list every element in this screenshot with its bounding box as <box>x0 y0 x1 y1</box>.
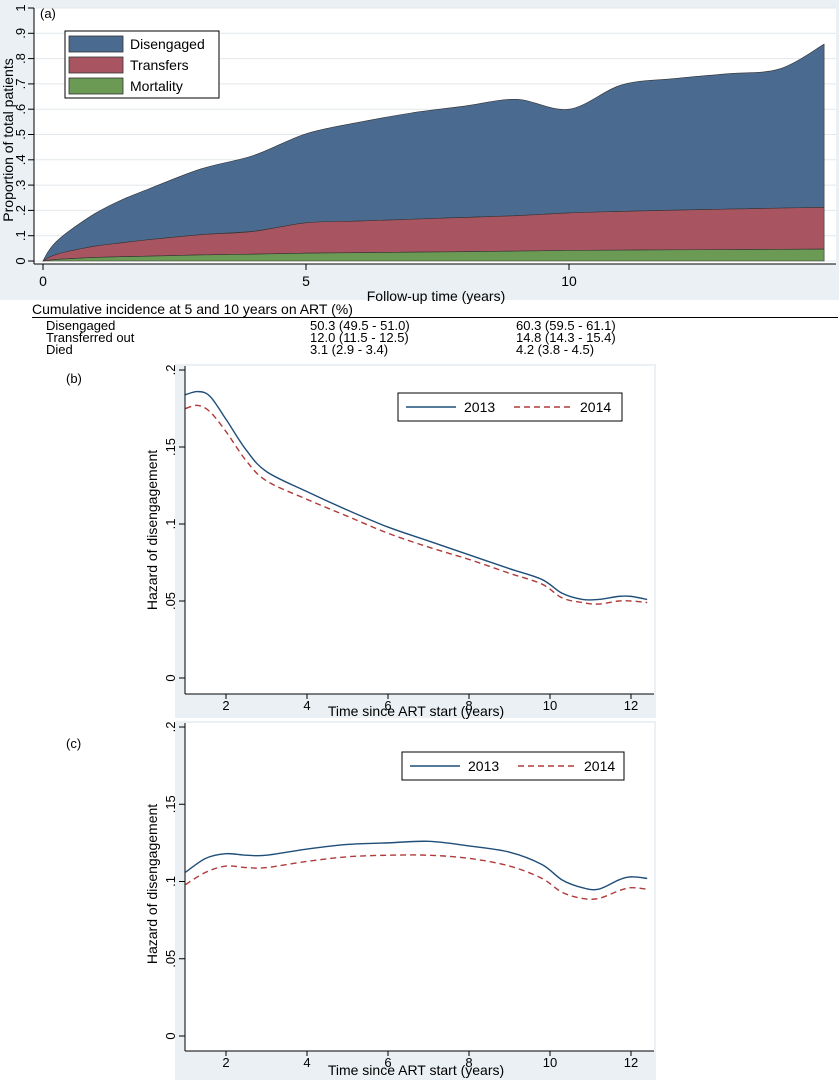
y-tick-label: 1 <box>13 4 28 11</box>
row-label: Disengaged <box>46 318 116 333</box>
y-tick-label: .4 <box>13 154 28 165</box>
panel-b-x-axis-label: Time since ART start (years) <box>328 703 504 719</box>
x-tick-label: 8 <box>465 698 472 713</box>
legend-label: 2014 <box>580 399 611 415</box>
panel-b-lines <box>185 390 648 605</box>
x-tick-label: 2 <box>222 698 229 713</box>
panel-c-y-axis-label: Hazard of disengagement <box>144 804 160 964</box>
x-tick-label: 5 <box>302 273 310 289</box>
legend-label: Disengaged <box>130 36 205 52</box>
panel-a-areas <box>42 43 825 262</box>
legend-label: Mortality <box>130 78 183 94</box>
x-tick-label: 6 <box>384 1055 391 1070</box>
table-row: Disengaged 50.3 (49.5 - 51.0) 60.3 (59.5… <box>0 318 839 334</box>
panel-c-x-axis-label: Time since ART start (years) <box>328 1062 504 1078</box>
y-tick-label: .9 <box>13 28 28 39</box>
x-tick-label: 4 <box>303 698 310 713</box>
area-transfers <box>42 207 825 262</box>
x-tick-label: 2 <box>222 1055 229 1070</box>
panel-a-legend: Disengaged Transfers Mortality <box>64 30 220 99</box>
x-tick-label: 8 <box>465 1055 472 1070</box>
incidence-table-title: Cumulative incidence at 5 and 10 years o… <box>32 301 353 317</box>
panel-a-x-axis-label: Follow-up time (years) <box>367 288 505 304</box>
row-10y-value: 14.8 (14.3 - 15.4) <box>516 330 616 345</box>
panel-c-x-ticks: 2 4 6 8 10 12 <box>185 1050 654 1070</box>
y-tick-label: .1 <box>13 230 28 241</box>
panel-a-y-axis-label: Proportion of total patients <box>0 58 16 221</box>
y-tick-label: .2 <box>163 722 178 733</box>
legend-label: Transfers <box>130 57 189 73</box>
table-row: Transferred out 12.0 (11.5 - 12.5) 14.8 … <box>0 330 839 346</box>
line-2013 <box>185 390 648 601</box>
x-tick-label: 10 <box>543 1055 557 1070</box>
panel-b-y-ticks: 0 .05 .1 .15 .2 <box>163 365 186 694</box>
area-disengaged <box>42 43 825 262</box>
y-tick-label: .5 <box>13 129 28 140</box>
y-tick-label: .7 <box>13 78 28 89</box>
x-tick-label: 10 <box>543 698 557 713</box>
legend-swatch <box>68 35 124 53</box>
panel-b-legend: 2013 2014 <box>397 392 623 422</box>
panel-a-y-ticks: 0 .1 .2 .3 .4 .5 .6 .7 .8 .9 1 <box>13 4 35 265</box>
incidence-table: Cumulative incidence at 5 and 10 years o… <box>0 300 839 360</box>
y-tick-label: .1 <box>163 876 178 887</box>
row-10y-value: 60.3 (59.5 - 61.1) <box>516 318 616 333</box>
y-tick-label: .3 <box>13 180 28 191</box>
x-tick-label: 4 <box>303 1055 310 1070</box>
incidence-table-rule <box>32 317 838 318</box>
y-tick-label: .6 <box>13 104 28 115</box>
row-5y-value: 50.3 (49.5 - 51.0) <box>310 318 410 333</box>
panel-c-lines <box>185 840 648 901</box>
panel-b: 0 .05 .1 .15 .2 2 4 6 8 10 12 (b) Hazard of disen… <box>0 360 839 720</box>
y-tick-label: .2 <box>13 205 28 216</box>
panel-c-legend: 2013 2014 <box>401 751 625 781</box>
legend-label: 2014 <box>584 758 615 774</box>
legend-swatch <box>68 56 124 74</box>
row-5y-value: 12.0 (11.5 - 12.5) <box>310 330 409 345</box>
row-label: Died <box>46 342 73 357</box>
y-tick-label: .15 <box>163 795 178 813</box>
y-tick-label: .1 <box>163 519 178 530</box>
y-tick-label: 0 <box>13 257 28 264</box>
table-row: Died 3.1 (2.9 - 3.4) 4.2 (3.8 - 4.5) <box>0 342 839 358</box>
line-2014 <box>185 854 648 901</box>
x-tick-label: 10 <box>561 273 577 289</box>
x-tick-label: 12 <box>624 698 638 713</box>
panel-a-x-ticks: 0 5 10 <box>34 263 836 289</box>
line-2013 <box>185 840 648 891</box>
y-tick-label: .2 <box>163 365 178 376</box>
row-10y-value: 4.2 (3.8 - 4.5) <box>516 342 595 357</box>
x-tick-label: 12 <box>624 1055 638 1070</box>
panel-c-y-ticks: 0 .05 .1 .15 .2 <box>163 722 186 1051</box>
line-2014 <box>185 404 648 605</box>
y-tick-label: 0 <box>163 1032 178 1039</box>
panel-b-x-ticks: 2 4 6 8 10 12 <box>185 693 654 713</box>
area-mortality <box>42 248 825 262</box>
y-tick-label: .15 <box>163 438 178 456</box>
x-tick-label: 6 <box>384 698 391 713</box>
legend-label: 2013 <box>464 399 495 415</box>
legend-swatch <box>68 77 124 95</box>
legend-label: 2013 <box>468 758 499 774</box>
panel-b-label: (b) <box>66 371 82 386</box>
row-5y-value: 3.1 (2.9 - 3.4) <box>310 342 389 357</box>
panel-c: 0 .05 .1 .15 .2 2 4 6 8 10 12 (c) Hazard of disen… <box>0 720 839 1080</box>
y-tick-label: 0 <box>163 674 178 681</box>
panel-c-label: (c) <box>66 736 81 751</box>
panel-a: 0 .1 .2 .3 .4 .5 .6 .7 .8 .9 1 0 5 10 (a) Proportion… <box>0 0 839 304</box>
row-label: Transferred out <box>46 330 135 345</box>
x-tick-label: 0 <box>39 273 47 289</box>
y-tick-label: .8 <box>13 53 28 64</box>
y-tick-label: .05 <box>163 592 178 610</box>
panel-b-y-axis-label: Hazard of disengagement <box>144 450 160 610</box>
y-tick-label: .05 <box>163 950 178 968</box>
panel-a-label: (a) <box>40 6 56 21</box>
